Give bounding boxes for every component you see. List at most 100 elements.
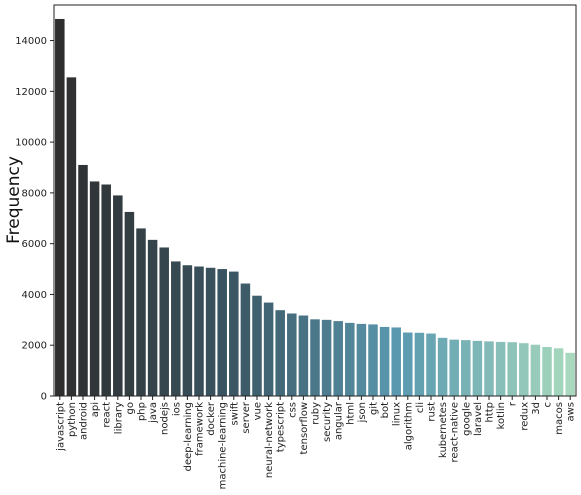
y-tick-label: 6000 xyxy=(22,239,47,250)
y-tick-label: 10000 xyxy=(15,138,47,149)
bar-google xyxy=(461,340,471,396)
x-tick-label: kubernetes xyxy=(438,402,449,458)
bar-c xyxy=(542,346,552,396)
y-tick-label: 4000 xyxy=(22,290,47,301)
x-tick-label: kotlin xyxy=(496,402,507,429)
x-tick-label: algorithm xyxy=(403,402,414,450)
x-tick-label: c xyxy=(543,402,554,408)
x-tick-label: bot xyxy=(380,402,391,418)
bar-react-native xyxy=(449,339,459,396)
x-tick-label: html xyxy=(345,402,356,425)
x-tick-label: http xyxy=(485,402,496,423)
x-tick-label: ios xyxy=(171,402,182,416)
bar-java xyxy=(147,239,158,396)
bars-group xyxy=(55,18,575,397)
x-tick-label: json xyxy=(357,402,368,423)
bar-kubernetes xyxy=(437,337,448,396)
y-tick-label: 8000 xyxy=(22,188,47,199)
bar-ios xyxy=(171,261,181,396)
bar-go xyxy=(124,211,135,396)
bar-server xyxy=(240,283,251,396)
bar-ruby xyxy=(310,319,320,396)
bar-r xyxy=(507,342,517,396)
x-tick-label: 3d xyxy=(531,402,542,415)
x-tick-label: framework xyxy=(195,402,206,456)
x-tick-label: javascript xyxy=(55,402,66,452)
bar-api xyxy=(89,181,100,396)
y-axis: 0 2000 4000 6000 8000 10000 12000 14000 xyxy=(15,36,54,403)
bar-3d xyxy=(530,344,541,396)
bar-kotlin xyxy=(495,341,506,396)
x-tick-label: machine-learning xyxy=(218,402,229,489)
x-tick-label: swift xyxy=(229,402,240,426)
y-tick-label: 2000 xyxy=(22,341,47,352)
x-tick-label: security xyxy=(322,402,333,442)
x-tick-label: python xyxy=(67,402,78,437)
x-tick-label: vue xyxy=(253,402,264,420)
bar-macos xyxy=(553,348,564,396)
bar-tensorflow xyxy=(298,315,309,396)
x-tick-label: android xyxy=(79,402,90,440)
bar-rust xyxy=(426,333,436,396)
bar-css xyxy=(287,313,297,396)
bar-swift xyxy=(229,271,239,396)
x-tick-label: tensorflow xyxy=(299,402,310,454)
x-tick-label: ruby xyxy=(311,402,322,425)
bar-json xyxy=(356,323,367,396)
bar-cli xyxy=(414,332,425,396)
x-tick-label: cli xyxy=(415,402,426,413)
y-tick-label: 0 xyxy=(41,392,47,403)
bar-android xyxy=(78,164,88,396)
x-tick-label: aws xyxy=(566,402,577,422)
bar-javascript xyxy=(55,18,65,396)
bar-angular xyxy=(333,321,343,396)
plot-frame xyxy=(53,4,577,397)
bar-docker xyxy=(205,267,216,396)
y-tick-label: 14000 xyxy=(15,36,47,47)
bar-redux xyxy=(519,343,529,396)
bar-nodejs xyxy=(159,247,169,396)
x-tick-label: java xyxy=(148,402,159,424)
bar-framework xyxy=(194,266,204,396)
y-tick-label: 12000 xyxy=(15,87,47,98)
x-tick-label: rust xyxy=(427,402,438,422)
x-tick-label: server xyxy=(241,401,252,434)
x-tick-label: linux xyxy=(392,402,403,426)
bar-bot xyxy=(379,326,390,396)
x-tick-label: neural-network xyxy=(264,402,275,478)
x-tick-label: laravel xyxy=(473,402,484,436)
bar-react xyxy=(101,184,111,396)
bar-laravel xyxy=(472,340,483,396)
bar-php xyxy=(136,228,146,396)
x-axis: javascript python android api react library go… xyxy=(55,396,577,489)
x-tick-label: macos xyxy=(554,402,565,435)
bar-git xyxy=(368,324,378,396)
x-tick-label: google xyxy=(461,402,472,436)
x-tick-label: php xyxy=(137,402,148,421)
x-tick-label: api xyxy=(90,402,101,417)
x-tick-label: react-native xyxy=(450,402,461,462)
x-tick-label: angular xyxy=(334,401,345,440)
bar-neural-network xyxy=(263,302,274,396)
x-tick-label: git xyxy=(369,402,380,415)
x-tick-label: nodejs xyxy=(160,402,171,435)
x-tick-label: library xyxy=(113,402,124,434)
bar-deep-learning xyxy=(182,265,193,396)
y-axis-label: Frequency xyxy=(4,156,24,244)
x-tick-label: redux xyxy=(519,402,530,431)
x-tick-label: typescript xyxy=(276,402,287,452)
bar-aws xyxy=(565,352,575,396)
x-tick-label: docker xyxy=(206,401,217,436)
bar-python xyxy=(66,77,77,397)
bar-algorithm xyxy=(403,332,413,396)
bar-machine-learning xyxy=(217,269,227,396)
bar-html xyxy=(345,322,355,396)
x-tick-label: go xyxy=(125,402,136,414)
bar-typescript xyxy=(275,310,285,396)
bar-security xyxy=(321,319,332,396)
bar-library xyxy=(113,195,123,396)
x-tick-label: react xyxy=(102,402,113,428)
x-tick-label: css xyxy=(287,402,298,418)
x-tick-label: r xyxy=(508,401,519,406)
